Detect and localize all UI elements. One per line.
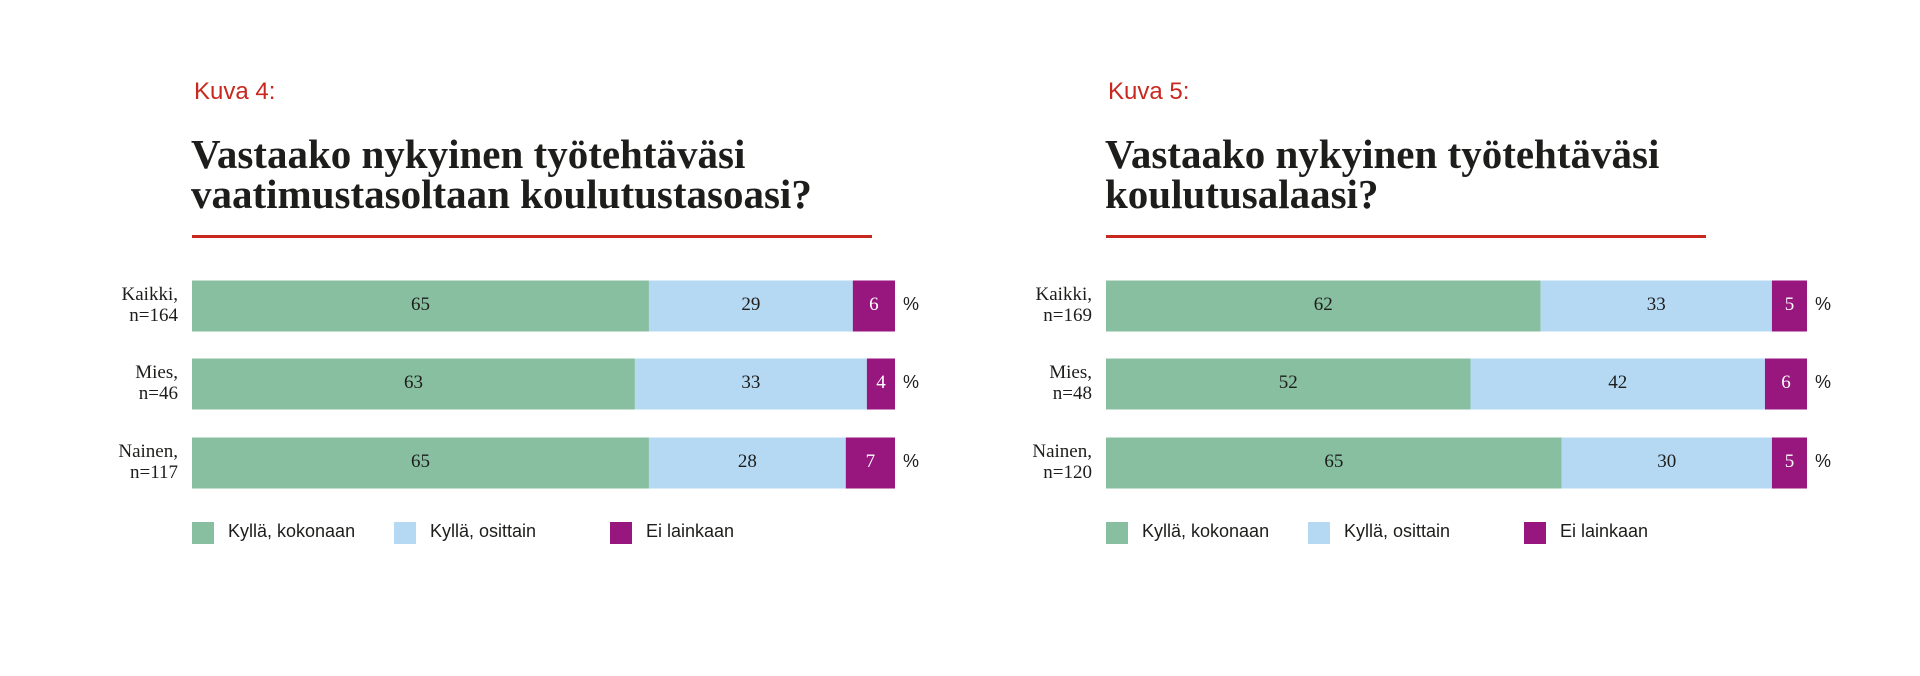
legend-label: Kyllä, osittain — [430, 521, 537, 541]
title-rule — [192, 235, 872, 238]
category-label: Kaikki, n=164 — [121, 284, 178, 326]
value-label: 33 — [1646, 294, 1666, 315]
value-label: 28 — [737, 451, 757, 472]
value-label: 30 — [1657, 451, 1677, 472]
unit-label: % — [1815, 372, 1832, 392]
value-label: 65 — [1324, 451, 1344, 472]
unit-label: % — [903, 372, 920, 392]
bar-segment — [1561, 437, 1772, 489]
value-label: 65 — [410, 451, 430, 472]
value-label: 65 — [410, 294, 430, 315]
value-label: 52 — [1278, 372, 1298, 393]
chart-title: Vastaako nykyinen työtehtäväsi koulutusa… — [1105, 131, 1660, 217]
category-label: Nainen, n=117 — [118, 441, 178, 483]
bar-segment — [648, 280, 853, 332]
legend-swatch — [1106, 522, 1128, 544]
title-rule — [1106, 235, 1706, 238]
bar-segment — [1106, 358, 1471, 410]
legend-label: Ei lainkaan — [1560, 521, 1649, 541]
category-label: Mies, n=46 — [135, 362, 178, 404]
value-label: 42 — [1608, 372, 1628, 393]
legend-swatch — [1524, 522, 1546, 544]
category-label: Mies, n=48 — [1049, 362, 1092, 404]
bar-segment — [192, 280, 649, 332]
unit-label: % — [903, 294, 920, 314]
legend-swatch — [1308, 522, 1330, 544]
legend-label: Kyllä, kokonaan — [228, 521, 356, 541]
legend-label: Ei lainkaan — [646, 521, 735, 541]
value-label: 6 — [869, 294, 879, 315]
bar-segment — [866, 358, 895, 410]
bar-segment — [1771, 280, 1807, 332]
value-label: 7 — [865, 451, 876, 472]
legend-swatch — [610, 522, 632, 544]
value-label: 29 — [741, 294, 761, 315]
category-label: Nainen, n=120 — [1032, 441, 1092, 483]
value-label: 63 — [403, 372, 423, 393]
chart-title: Vastaako nykyinen työtehtäväsi vaatimust… — [191, 131, 812, 217]
bar-segment — [1771, 437, 1807, 489]
unit-label: % — [903, 451, 920, 471]
value-label: 5 — [1784, 451, 1795, 472]
legend-label: Kyllä, kokonaan — [1142, 521, 1270, 541]
value-label: 4 — [876, 372, 886, 393]
bar-segment — [634, 358, 867, 410]
value-label: 33 — [741, 372, 761, 393]
value-label: 6 — [1781, 372, 1791, 393]
bar-segment — [192, 358, 635, 410]
bar-segment — [192, 437, 649, 489]
bar-segment — [852, 280, 895, 332]
value-label: 62 — [1313, 294, 1333, 315]
bar-segment — [845, 437, 895, 489]
bar-segment — [648, 437, 846, 489]
legend-swatch — [394, 522, 416, 544]
bar-segment — [1106, 280, 1541, 332]
bar-segment — [1106, 437, 1562, 489]
legend-swatch — [192, 522, 214, 544]
category-label: Kaikki, n=169 — [1035, 284, 1092, 326]
figure-label: Kuva 5: — [1108, 78, 1190, 105]
bar-segment — [1764, 358, 1807, 410]
unit-label: % — [1815, 294, 1832, 314]
bar-segment — [1540, 280, 1772, 332]
figure-label: Kuva 4: — [194, 78, 276, 105]
legend-label: Kyllä, osittain — [1344, 521, 1451, 541]
unit-label: % — [1815, 451, 1832, 471]
value-label: 5 — [1784, 294, 1795, 315]
bar-segment — [1470, 358, 1765, 410]
